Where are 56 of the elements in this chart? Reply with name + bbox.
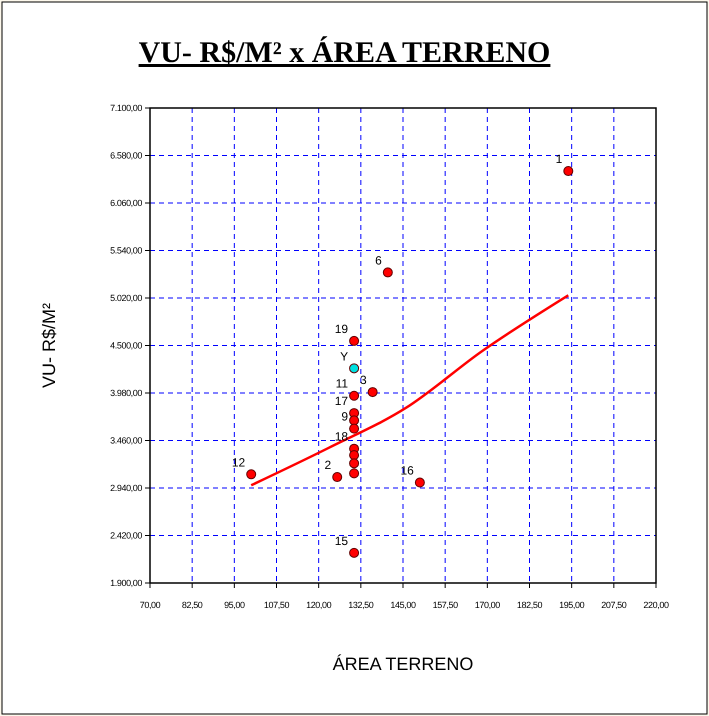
point <box>332 472 342 482</box>
point <box>349 336 360 346</box>
y-tick-label: 6.060,00 <box>110 198 142 208</box>
annotation: 2 <box>324 458 332 472</box>
x-tick-label: 220,00 <box>643 600 669 610</box>
x-tick-label: 70,00 <box>140 600 161 610</box>
y-axis-title: VU- R$/M² <box>39 302 59 388</box>
annotation: 6 <box>375 253 382 268</box>
y-tick-label: 2.940,00 <box>110 483 142 493</box>
y-tick-label: 3.460,00 <box>110 436 142 446</box>
annotation: 17 <box>334 394 348 408</box>
annotation: 3 <box>360 373 367 388</box>
y-tick-label: 6.580,00 <box>110 150 142 160</box>
y-tick-label: 5.540,00 <box>110 246 142 256</box>
annotation: 11 <box>336 376 348 391</box>
point <box>349 458 360 468</box>
y-tick-label: 7.100,00 <box>110 103 142 113</box>
point <box>349 468 360 478</box>
y-tick-label: 1.900,00 <box>110 578 142 588</box>
x-tick-label: 132,50 <box>348 600 374 610</box>
x-tick-label: 145,00 <box>390 600 416 610</box>
point <box>349 415 360 426</box>
point <box>368 387 378 398</box>
y-tick-label: 2.420,00 <box>110 530 142 540</box>
annotation: 1 <box>556 152 563 166</box>
point <box>563 166 574 176</box>
point <box>414 478 425 488</box>
point <box>349 363 360 374</box>
annotation: 15 <box>334 534 348 548</box>
annotation: 12 <box>232 455 246 470</box>
x-tick-label: 157,50 <box>432 600 458 610</box>
y-tick-label: 4.500,00 <box>110 340 142 350</box>
line-series <box>250 294 570 487</box>
point <box>349 424 360 434</box>
x-tick-label: 120,00 <box>306 600 332 610</box>
x-tick-label: 82,50 <box>182 600 203 610</box>
annotation: Y <box>340 349 348 364</box>
annotation: 9 <box>341 410 348 424</box>
annotation: 19 <box>334 322 348 336</box>
x-tick-label: 195,00 <box>559 600 585 610</box>
point <box>349 450 360 460</box>
x-tick-label: 182,50 <box>516 600 542 610</box>
point <box>246 469 256 480</box>
chart-title: VU- R$/M² x ÁREA TERRENO <box>138 36 550 69</box>
point <box>349 390 360 401</box>
x-tick-label: 107,50 <box>264 600 290 610</box>
point <box>382 267 393 278</box>
x-tick-label: 207,50 <box>601 600 627 610</box>
x-tick-label: 170,00 <box>474 600 500 610</box>
x-axis-title: ÁREA TERRENO <box>332 654 474 674</box>
annotation: 18 <box>334 430 348 444</box>
point <box>349 548 360 558</box>
annotation: 16 <box>400 464 414 478</box>
y-tick-label: 3.980,00 <box>110 388 142 398</box>
y-tick-label: 5.020,00 <box>110 293 142 303</box>
x-tick-label: 95,00 <box>224 600 245 610</box>
